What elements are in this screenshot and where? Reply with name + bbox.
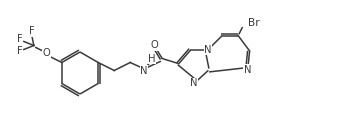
Text: O: O xyxy=(150,40,158,50)
Text: O: O xyxy=(43,48,51,59)
Text: N: N xyxy=(204,45,212,55)
Text: F: F xyxy=(17,47,23,56)
Text: N: N xyxy=(244,65,251,75)
Text: N: N xyxy=(190,78,197,88)
Text: F: F xyxy=(29,26,35,37)
Text: F: F xyxy=(17,34,23,45)
Text: Br: Br xyxy=(248,18,260,28)
Text: H: H xyxy=(149,53,156,64)
Text: N: N xyxy=(140,66,148,75)
